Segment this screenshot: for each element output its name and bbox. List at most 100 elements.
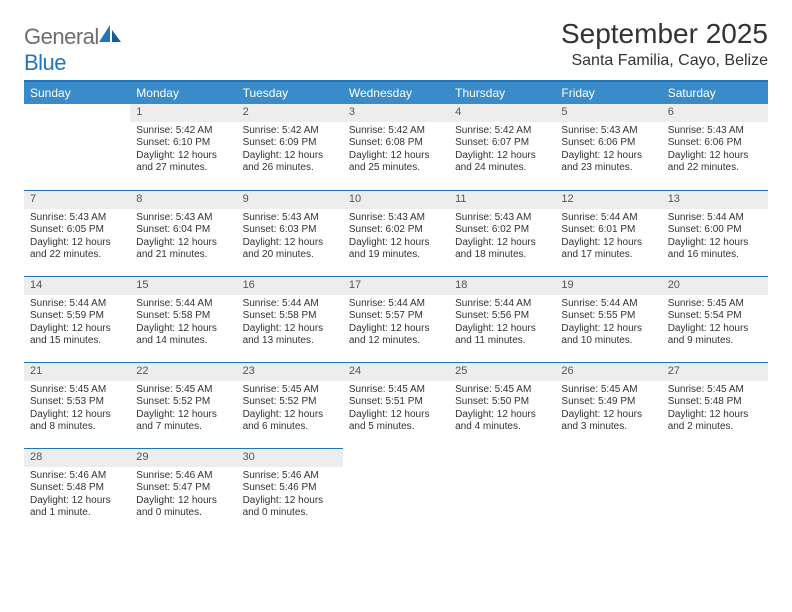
- logo-text: GeneralBlue: [24, 24, 123, 76]
- day-details: Sunrise: 5:44 AMSunset: 6:01 PMDaylight:…: [555, 209, 661, 266]
- calendar-cell-empty: [662, 448, 768, 534]
- day-number: 25: [449, 362, 555, 381]
- day-details: Sunrise: 5:44 AMSunset: 5:59 PMDaylight:…: [24, 295, 130, 352]
- calendar-cell: 8Sunrise: 5:43 AMSunset: 6:04 PMDaylight…: [130, 190, 236, 276]
- calendar-cell-empty: [343, 448, 449, 534]
- day-number: 3: [343, 104, 449, 122]
- day-details: Sunrise: 5:43 AMSunset: 6:05 PMDaylight:…: [24, 209, 130, 266]
- day-number: 14: [24, 276, 130, 295]
- day-details: Sunrise: 5:43 AMSunset: 6:02 PMDaylight:…: [343, 209, 449, 266]
- day-number: 1: [130, 104, 236, 122]
- calendar-cell: 9Sunrise: 5:43 AMSunset: 6:03 PMDaylight…: [237, 190, 343, 276]
- calendar-cell: 18Sunrise: 5:44 AMSunset: 5:56 PMDayligh…: [449, 276, 555, 362]
- day-details: Sunrise: 5:45 AMSunset: 5:48 PMDaylight:…: [662, 381, 768, 438]
- day-number: 19: [555, 276, 661, 295]
- day-number: 22: [130, 362, 236, 381]
- calendar-head: SundayMondayTuesdayWednesdayThursdayFrid…: [24, 82, 768, 104]
- day-details: Sunrise: 5:43 AMSunset: 6:06 PMDaylight:…: [555, 122, 661, 179]
- day-details: Sunrise: 5:44 AMSunset: 6:00 PMDaylight:…: [662, 209, 768, 266]
- calendar-cell: 10Sunrise: 5:43 AMSunset: 6:02 PMDayligh…: [343, 190, 449, 276]
- day-details: Sunrise: 5:43 AMSunset: 6:04 PMDaylight:…: [130, 209, 236, 266]
- calendar-cell: 22Sunrise: 5:45 AMSunset: 5:52 PMDayligh…: [130, 362, 236, 448]
- calendar-cell: 12Sunrise: 5:44 AMSunset: 6:01 PMDayligh…: [555, 190, 661, 276]
- calendar-cell: 21Sunrise: 5:45 AMSunset: 5:53 PMDayligh…: [24, 362, 130, 448]
- day-number: 2: [237, 104, 343, 122]
- day-details: Sunrise: 5:44 AMSunset: 5:58 PMDaylight:…: [237, 295, 343, 352]
- logo: GeneralBlue: [24, 24, 123, 76]
- calendar-cell: 29Sunrise: 5:46 AMSunset: 5:47 PMDayligh…: [130, 448, 236, 534]
- calendar-cell: 23Sunrise: 5:45 AMSunset: 5:52 PMDayligh…: [237, 362, 343, 448]
- day-number: 17: [343, 276, 449, 295]
- calendar-cell: 13Sunrise: 5:44 AMSunset: 6:00 PMDayligh…: [662, 190, 768, 276]
- header-row: GeneralBlue September 2025 Santa Familia…: [24, 18, 768, 76]
- day-number: 6: [662, 104, 768, 122]
- calendar-cell: 15Sunrise: 5:44 AMSunset: 5:58 PMDayligh…: [130, 276, 236, 362]
- day-details: Sunrise: 5:42 AMSunset: 6:09 PMDaylight:…: [237, 122, 343, 179]
- calendar-cell-empty: [449, 448, 555, 534]
- day-number: 29: [130, 448, 236, 467]
- calendar-cell: 2Sunrise: 5:42 AMSunset: 6:09 PMDaylight…: [237, 104, 343, 190]
- day-number: 4: [449, 104, 555, 122]
- weekday-header: Saturday: [662, 82, 768, 104]
- day-details: Sunrise: 5:43 AMSunset: 6:03 PMDaylight:…: [237, 209, 343, 266]
- day-details: Sunrise: 5:45 AMSunset: 5:52 PMDaylight:…: [130, 381, 236, 438]
- weekday-header: Thursday: [449, 82, 555, 104]
- calendar-cell: 7Sunrise: 5:43 AMSunset: 6:05 PMDaylight…: [24, 190, 130, 276]
- weekday-header: Monday: [130, 82, 236, 104]
- calendar-cell: 19Sunrise: 5:44 AMSunset: 5:55 PMDayligh…: [555, 276, 661, 362]
- day-details: Sunrise: 5:43 AMSunset: 6:02 PMDaylight:…: [449, 209, 555, 266]
- calendar-cell: 20Sunrise: 5:45 AMSunset: 5:54 PMDayligh…: [662, 276, 768, 362]
- calendar-row: 1Sunrise: 5:42 AMSunset: 6:10 PMDaylight…: [24, 104, 768, 190]
- day-details: Sunrise: 5:44 AMSunset: 5:57 PMDaylight:…: [343, 295, 449, 352]
- logo-word1: General: [24, 24, 99, 49]
- calendar-cell: 27Sunrise: 5:45 AMSunset: 5:48 PMDayligh…: [662, 362, 768, 448]
- day-details: Sunrise: 5:46 AMSunset: 5:48 PMDaylight:…: [24, 467, 130, 524]
- calendar-row: 7Sunrise: 5:43 AMSunset: 6:05 PMDaylight…: [24, 190, 768, 276]
- day-details: Sunrise: 5:42 AMSunset: 6:08 PMDaylight:…: [343, 122, 449, 179]
- calendar-cell: 16Sunrise: 5:44 AMSunset: 5:58 PMDayligh…: [237, 276, 343, 362]
- weekday-header: Friday: [555, 82, 661, 104]
- calendar-cell: 25Sunrise: 5:45 AMSunset: 5:50 PMDayligh…: [449, 362, 555, 448]
- day-details: Sunrise: 5:45 AMSunset: 5:53 PMDaylight:…: [24, 381, 130, 438]
- calendar-cell: 6Sunrise: 5:43 AMSunset: 6:06 PMDaylight…: [662, 104, 768, 190]
- calendar-cell: 14Sunrise: 5:44 AMSunset: 5:59 PMDayligh…: [24, 276, 130, 362]
- day-number: 21: [24, 362, 130, 381]
- day-number: 30: [237, 448, 343, 467]
- month-title: September 2025: [561, 18, 768, 50]
- calendar-cell: 26Sunrise: 5:45 AMSunset: 5:49 PMDayligh…: [555, 362, 661, 448]
- calendar-cell: 4Sunrise: 5:42 AMSunset: 6:07 PMDaylight…: [449, 104, 555, 190]
- calendar-cell: 5Sunrise: 5:43 AMSunset: 6:06 PMDaylight…: [555, 104, 661, 190]
- calendar-cell: 17Sunrise: 5:44 AMSunset: 5:57 PMDayligh…: [343, 276, 449, 362]
- day-number: 5: [555, 104, 661, 122]
- calendar-cell: 28Sunrise: 5:46 AMSunset: 5:48 PMDayligh…: [24, 448, 130, 534]
- day-details: Sunrise: 5:45 AMSunset: 5:51 PMDaylight:…: [343, 381, 449, 438]
- calendar-cell-empty: [555, 448, 661, 534]
- calendar-cell: 11Sunrise: 5:43 AMSunset: 6:02 PMDayligh…: [449, 190, 555, 276]
- day-details: Sunrise: 5:46 AMSunset: 5:47 PMDaylight:…: [130, 467, 236, 524]
- day-number: 26: [555, 362, 661, 381]
- day-details: Sunrise: 5:43 AMSunset: 6:06 PMDaylight:…: [662, 122, 768, 179]
- day-details: Sunrise: 5:44 AMSunset: 5:55 PMDaylight:…: [555, 295, 661, 352]
- calendar-row: 21Sunrise: 5:45 AMSunset: 5:53 PMDayligh…: [24, 362, 768, 448]
- day-number: 20: [662, 276, 768, 295]
- day-details: Sunrise: 5:45 AMSunset: 5:50 PMDaylight:…: [449, 381, 555, 438]
- day-number: 23: [237, 362, 343, 381]
- day-details: Sunrise: 5:46 AMSunset: 5:46 PMDaylight:…: [237, 467, 343, 524]
- day-details: Sunrise: 5:42 AMSunset: 6:10 PMDaylight:…: [130, 122, 236, 179]
- calendar-cell-empty: [24, 104, 130, 190]
- calendar-body: 1Sunrise: 5:42 AMSunset: 6:10 PMDaylight…: [24, 104, 768, 534]
- calendar-page: GeneralBlue September 2025 Santa Familia…: [0, 0, 792, 552]
- day-number: 13: [662, 190, 768, 209]
- day-number: 15: [130, 276, 236, 295]
- logo-sail-icon: [99, 24, 123, 44]
- day-details: Sunrise: 5:45 AMSunset: 5:49 PMDaylight:…: [555, 381, 661, 438]
- day-number: 10: [343, 190, 449, 209]
- day-details: Sunrise: 5:45 AMSunset: 5:54 PMDaylight:…: [662, 295, 768, 352]
- day-details: Sunrise: 5:42 AMSunset: 6:07 PMDaylight:…: [449, 122, 555, 179]
- title-block: September 2025 Santa Familia, Cayo, Beli…: [561, 18, 768, 76]
- day-number: 28: [24, 448, 130, 467]
- calendar-row: 28Sunrise: 5:46 AMSunset: 5:48 PMDayligh…: [24, 448, 768, 534]
- calendar-table: SundayMondayTuesdayWednesdayThursdayFrid…: [24, 82, 768, 534]
- day-details: Sunrise: 5:45 AMSunset: 5:52 PMDaylight:…: [237, 381, 343, 438]
- calendar-cell: 24Sunrise: 5:45 AMSunset: 5:51 PMDayligh…: [343, 362, 449, 448]
